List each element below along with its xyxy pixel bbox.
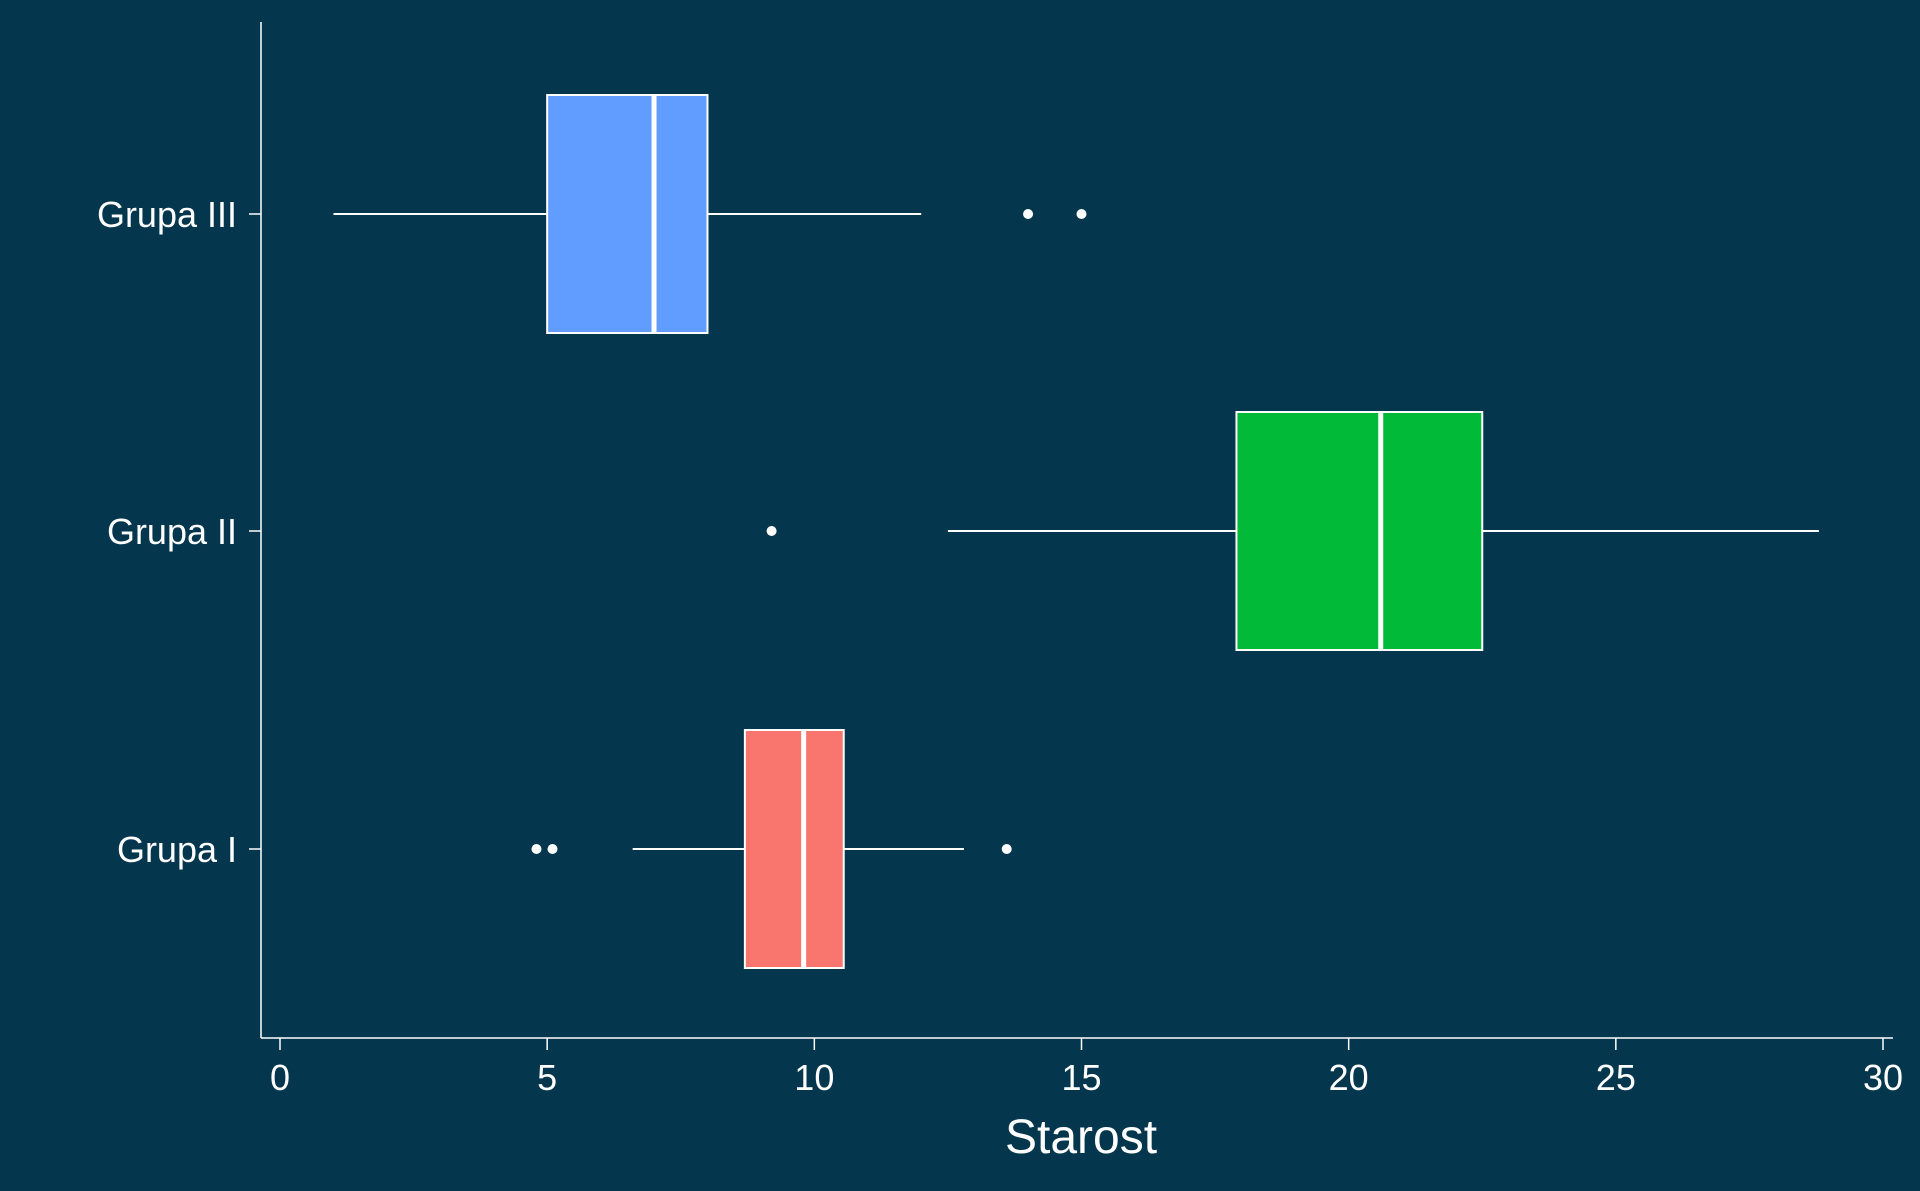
x-tick-label: 20: [1329, 1057, 1369, 1098]
x-tick-label: 15: [1061, 1057, 1101, 1098]
box-group: [766, 411, 1819, 651]
box-iqr: [1235, 411, 1484, 651]
outlier-point: [547, 844, 558, 854]
box-group: [333, 94, 1087, 334]
outlier-point: [766, 526, 777, 536]
box-iqr: [546, 94, 709, 334]
x-tick-label: 5: [537, 1057, 557, 1098]
x-axis-ticks: 0 5 10 15 20 25 30: [270, 1038, 1903, 1098]
x-tick-label: 30: [1863, 1057, 1903, 1098]
boxes: [333, 94, 1819, 969]
box-group: [531, 729, 1012, 969]
y-tick-label: Grupa III: [97, 194, 237, 235]
x-tick-label: 25: [1596, 1057, 1636, 1098]
y-tick-label: Grupa I: [117, 829, 237, 870]
outlier-point: [1001, 844, 1012, 854]
outlier-point: [531, 844, 542, 854]
x-axis-title: Starost: [1005, 1111, 1157, 1164]
y-tick-label: Grupa II: [107, 511, 237, 552]
outlier-point: [1076, 209, 1087, 219]
x-tick-label: 0: [270, 1057, 290, 1098]
axes: [260, 22, 1893, 1039]
x-tick-label: 10: [794, 1057, 834, 1098]
outlier-point: [1023, 209, 1034, 219]
box-iqr: [743, 729, 845, 969]
y-axis-ticks: Grupa I Grupa II Grupa III: [97, 194, 261, 870]
